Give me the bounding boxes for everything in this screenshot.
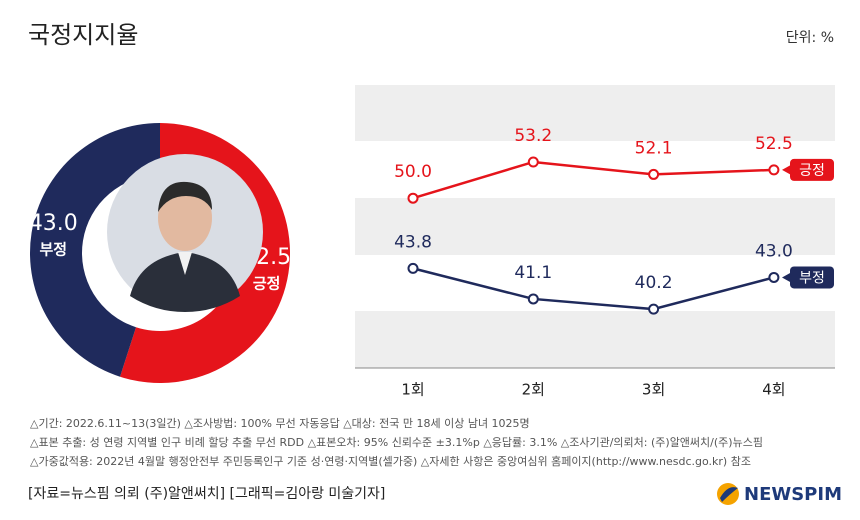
source: [자료=뉴스핌 의뢰 (주)알앤써치] [그래픽=김아랑 미술기자]	[28, 486, 385, 502]
point	[527, 293, 539, 305]
photo	[107, 154, 263, 312]
x-tick-label: 3회	[642, 381, 665, 399]
line-chart: 1회 2회 3회 4회 50.0 53.2 52.1 52.5 긍정 43.8 41.1 40.2 43…	[394, 126, 834, 399]
point	[768, 271, 780, 283]
note: △표본 추출: 성 연령 지역별 인구 비례 할당 추출 무선 RDD △표본오…	[30, 435, 763, 449]
series-line	[412, 160, 774, 200]
series-line	[412, 267, 775, 311]
data-label: 50.0	[394, 162, 432, 182]
series-tag-box	[790, 266, 834, 289]
notes: △기간: 2022.6.11~13(3일간) △조사방법: 100% 무선 자동…	[30, 416, 763, 468]
data-label: 52.1	[635, 138, 673, 158]
data-label: 41.1	[514, 263, 552, 283]
point	[407, 192, 419, 204]
slice-label: 부정	[40, 241, 68, 259]
logo: NEWSPIM	[744, 484, 842, 505]
x-tick-label: 4회	[762, 381, 785, 399]
slice-label: 긍정	[253, 274, 281, 292]
point	[768, 164, 780, 176]
series-tag: 긍정	[799, 163, 825, 179]
point	[648, 303, 660, 315]
data-label: 52.5	[755, 134, 793, 154]
data-label: 53.2	[514, 126, 552, 146]
title: 국정지지율	[28, 21, 138, 49]
series-tag-box	[790, 158, 834, 181]
series-tag: 부정	[799, 270, 825, 286]
background-bands	[355, 85, 835, 369]
point	[527, 156, 539, 168]
unit: 단위: %	[786, 30, 834, 46]
series-tag-pointer	[782, 272, 791, 283]
point	[407, 262, 419, 274]
data-label: 43.0	[755, 241, 793, 261]
x-tick-label: 1회	[401, 381, 424, 399]
note: △기간: 2022.6.11~13(3일간) △조사방법: 100% 무선 자동…	[30, 416, 530, 430]
slice-value: 43.0	[29, 211, 78, 236]
x-tick-label: 2회	[522, 381, 545, 399]
note: △가중값적용: 2022년 4월말 행정안전부 주민등록인구 기준 성·연령·지…	[30, 454, 751, 468]
data-label: 43.8	[394, 232, 432, 252]
series-tag-pointer	[782, 164, 791, 175]
data-label: 40.2	[635, 273, 673, 293]
donut-slice	[30, 123, 161, 377]
point	[648, 168, 660, 180]
